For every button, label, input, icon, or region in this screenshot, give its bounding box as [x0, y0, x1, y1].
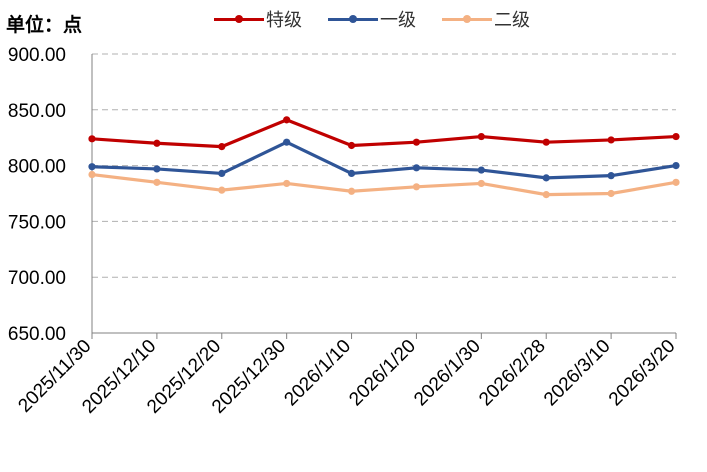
legend-item-series-1: 一级 [328, 6, 416, 32]
legend-label-series-2: 二级 [494, 10, 530, 31]
series-line-1 [91, 140, 677, 180]
legend-marker-icon [235, 15, 243, 23]
legend-label-series-0: 特级 [266, 10, 302, 31]
data-point-series-0 [88, 135, 96, 143]
data-point-series-1 [283, 138, 291, 146]
x-tick-label: 2026/1/30 [410, 336, 485, 411]
legend-label-series-1: 一级 [380, 10, 416, 31]
data-point-series-2 [88, 170, 96, 179]
y-tick-label: 850.00 [8, 101, 66, 122]
x-tick-label: 2026/3/10 [540, 336, 615, 411]
data-point-series-2 [672, 178, 680, 186]
series-line-0 [91, 118, 677, 149]
legend-swatch-series-1 [328, 9, 378, 29]
chart-legend: 特级 一级 二级 [214, 6, 556, 32]
data-point-series-0 [672, 132, 680, 141]
legend-marker-icon [349, 15, 357, 23]
unit-label: 单位：点 [6, 14, 83, 36]
data-point-series-1 [542, 174, 550, 182]
data-point-series-2 [153, 178, 161, 186]
data-point-series-0 [477, 132, 485, 141]
x-tick-label: 2026/3/20 [605, 336, 680, 411]
legend-marker-icon [463, 15, 471, 23]
data-point-series-2 [283, 179, 291, 188]
data-point-series-1 [347, 169, 356, 178]
y-tick-label: 700.00 [8, 268, 66, 289]
legend-swatch-series-2 [442, 9, 492, 29]
x-tick-label: 2026/1/10 [280, 336, 355, 411]
data-point-series-0 [347, 141, 356, 150]
data-point-series-1 [153, 165, 161, 173]
data-point-series-2 [477, 179, 485, 188]
y-tick-label: 900.00 [8, 45, 66, 66]
series-line-2 [91, 172, 677, 197]
legend-item-series-2: 二级 [442, 6, 530, 32]
y-tick-label: 750.00 [8, 212, 66, 233]
data-point-series-1 [607, 172, 615, 180]
data-point-series-0 [607, 136, 615, 144]
data-point-series-2 [412, 183, 421, 191]
data-point-series-0 [153, 139, 161, 147]
data-point-series-0 [412, 138, 421, 146]
data-point-series-2 [218, 186, 226, 194]
data-point-series-1 [477, 166, 485, 174]
x-tick-label: 2026/1/20 [345, 336, 420, 411]
y-tick-label: 800.00 [8, 157, 66, 178]
data-point-series-0 [283, 116, 291, 124]
y-tick-label: 650.00 [8, 324, 66, 345]
legend-swatch-series-0 [214, 9, 264, 29]
data-point-series-0 [218, 143, 226, 151]
data-point-series-1 [218, 169, 226, 178]
x-tick-label: 2026/2/28 [475, 336, 550, 411]
data-point-series-2 [542, 191, 550, 199]
data-point-series-2 [607, 189, 615, 198]
data-point-series-1 [672, 162, 680, 170]
data-point-series-1 [88, 163, 96, 171]
data-point-series-1 [412, 164, 421, 172]
data-point-series-2 [347, 187, 356, 195]
data-point-series-0 [542, 138, 550, 146]
legend-item-series-0: 特级 [214, 6, 302, 32]
